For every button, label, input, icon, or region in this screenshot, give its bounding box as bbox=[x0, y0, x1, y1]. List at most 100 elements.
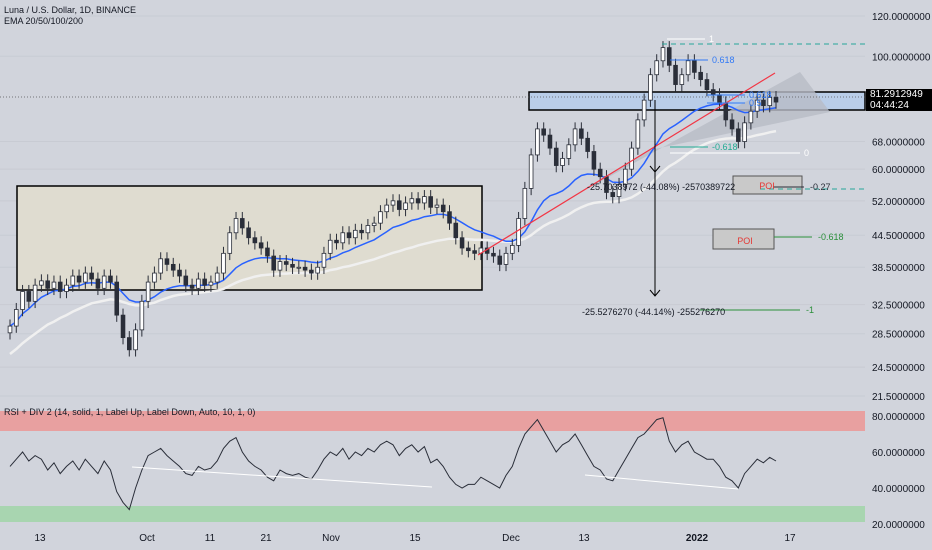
candle bbox=[145, 281, 151, 302]
candle bbox=[434, 204, 440, 208]
ema-slow-line bbox=[9, 129, 777, 355]
price-tick-label: 24.5000000 bbox=[872, 363, 925, 374]
candle bbox=[666, 47, 672, 66]
candle bbox=[510, 244, 515, 254]
time-tick-label: 13 bbox=[578, 533, 590, 544]
fib-level-label: -0.618 bbox=[712, 142, 738, 152]
candle bbox=[327, 239, 333, 254]
candle bbox=[189, 284, 195, 289]
candle bbox=[585, 137, 590, 152]
fib-level-label: -0.618 bbox=[818, 232, 844, 242]
candle bbox=[346, 232, 352, 239]
candle bbox=[70, 275, 76, 286]
candle bbox=[616, 184, 622, 198]
candle bbox=[497, 255, 503, 265]
candle bbox=[654, 60, 659, 76]
candle bbox=[390, 200, 396, 206]
price-tick-label: 38.5000000 bbox=[872, 263, 925, 274]
chart-title: Luna / U.S. Dollar, 1D, BINANCE bbox=[4, 5, 137, 15]
candle bbox=[214, 272, 220, 283]
candle bbox=[120, 314, 126, 339]
candle bbox=[773, 97, 779, 103]
candle bbox=[283, 261, 289, 265]
fib-level-label: -1 bbox=[806, 305, 814, 315]
time-tick-label: Dec bbox=[502, 533, 520, 544]
time-tick-label: 15 bbox=[409, 533, 421, 544]
candle bbox=[202, 278, 207, 286]
time-tick-label: 2022 bbox=[686, 533, 709, 544]
candle bbox=[635, 119, 641, 149]
current-price-tag: 81.2912949 04:44:24 bbox=[866, 89, 932, 111]
candle bbox=[710, 89, 716, 96]
candle bbox=[579, 128, 584, 139]
fib-level-label: 0.618 bbox=[712, 55, 735, 65]
rsi-label: RSI + DIV 2 (14, solid, 1, Label Up, Lab… bbox=[4, 407, 256, 417]
measure-label: -25.5276270 (-44.14%) -255276270 bbox=[582, 307, 725, 317]
candle bbox=[51, 281, 57, 289]
candle bbox=[321, 252, 327, 268]
price-tick-label: 32.5000000 bbox=[872, 301, 925, 312]
candle bbox=[271, 255, 276, 271]
candle bbox=[472, 250, 477, 254]
time-tick-label: Nov bbox=[322, 533, 340, 544]
candle bbox=[503, 252, 509, 265]
fib-level-label: -0.27 bbox=[810, 182, 831, 192]
candle bbox=[459, 237, 465, 249]
candle bbox=[466, 247, 471, 252]
candle bbox=[729, 119, 735, 130]
candle bbox=[177, 269, 182, 277]
candle bbox=[170, 263, 176, 271]
candle bbox=[290, 263, 295, 268]
price-tick-label: 21.5000000 bbox=[872, 392, 925, 403]
candle bbox=[447, 211, 452, 224]
price-tick-label: 120.0000000 bbox=[872, 12, 931, 23]
candle bbox=[13, 309, 19, 327]
price-tick-label: 60.0000000 bbox=[872, 165, 925, 176]
candle bbox=[258, 242, 264, 249]
candle bbox=[415, 198, 421, 204]
candle bbox=[440, 204, 446, 213]
candle bbox=[610, 192, 616, 198]
candle bbox=[547, 134, 553, 149]
candle bbox=[32, 284, 38, 302]
candle bbox=[252, 237, 258, 244]
rsi-overbought-band bbox=[0, 411, 865, 431]
price-tick-label: 28.5000000 bbox=[872, 330, 925, 341]
candle bbox=[7, 325, 13, 334]
time-tick-label: 13 bbox=[34, 533, 46, 544]
candle bbox=[736, 128, 741, 142]
candle bbox=[723, 102, 729, 121]
candle bbox=[767, 97, 773, 107]
candle bbox=[20, 291, 25, 310]
poi-label: POI bbox=[759, 181, 775, 191]
candle bbox=[591, 151, 597, 170]
price-tick-label: 100.0000000 bbox=[872, 52, 931, 63]
candle bbox=[679, 74, 685, 85]
fib-level-label: 0.5 bbox=[749, 98, 762, 108]
candle bbox=[152, 272, 157, 283]
candle bbox=[403, 202, 408, 210]
poi-label: POI bbox=[737, 236, 753, 246]
candle bbox=[89, 272, 94, 280]
measure-arrow-head bbox=[649, 289, 661, 297]
time-tick-label: 17 bbox=[784, 533, 796, 544]
rsi-tick-label: 60.0000000 bbox=[872, 448, 925, 459]
candle bbox=[76, 275, 82, 283]
candle bbox=[265, 247, 270, 257]
candle bbox=[221, 252, 226, 274]
candle bbox=[572, 128, 578, 146]
rsi-legend: RSI + DIV 2 (14, solid, 1, Label Up, Lab… bbox=[4, 407, 255, 418]
candle bbox=[641, 99, 647, 121]
candle bbox=[164, 258, 170, 265]
candle bbox=[114, 281, 120, 316]
candle bbox=[685, 60, 691, 76]
candle bbox=[26, 291, 32, 302]
poi-box-2 bbox=[712, 228, 775, 250]
candle bbox=[717, 94, 722, 104]
candle bbox=[698, 71, 703, 80]
rsi-line bbox=[9, 417, 777, 511]
candle bbox=[340, 232, 346, 244]
candle bbox=[422, 196, 427, 204]
candle bbox=[560, 158, 565, 166]
